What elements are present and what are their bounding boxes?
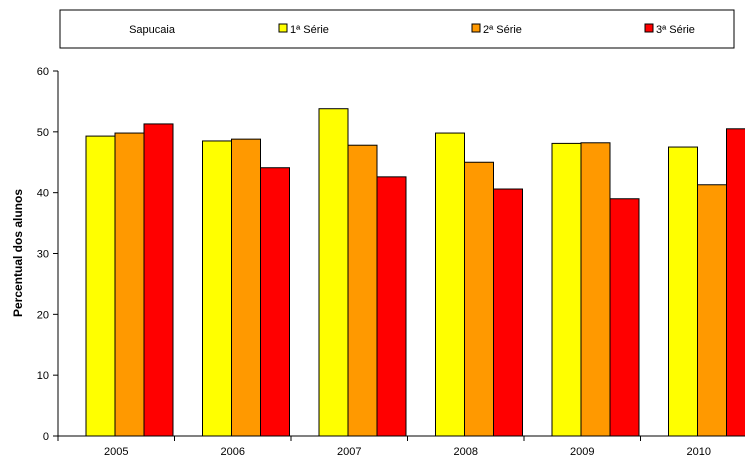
- x-tick-label: 2010: [687, 446, 711, 458]
- y-tick-label: 30: [37, 249, 49, 261]
- bar-2007-series-3: [376, 176, 407, 437]
- x-tick-label: 2005: [104, 446, 128, 458]
- legend-label: 1ª Série: [290, 24, 329, 36]
- legend-swatch: [644, 23, 654, 33]
- y-tick-label: 10: [37, 370, 49, 382]
- y-tick-label: 0: [43, 431, 49, 443]
- bar-2008-series-3: [493, 188, 523, 437]
- bar-2006-series-3: [260, 167, 290, 437]
- legend-frame: [59, 9, 735, 49]
- bar-2008-series-2: [464, 161, 494, 437]
- legend-swatch: [278, 23, 288, 33]
- bar-2010-series-2: [697, 184, 727, 437]
- y-tick-label: 50: [37, 127, 49, 139]
- x-tick-label: 2009: [570, 446, 594, 458]
- x-tick-label: 2006: [221, 446, 245, 458]
- bar-2009-series-1: [551, 142, 582, 437]
- y-tick-label: 60: [37, 66, 49, 78]
- x-tick-label: 2007: [337, 446, 361, 458]
- bar-2006-series-2: [231, 138, 261, 437]
- x-tick-label: 2008: [454, 446, 478, 458]
- y-tick-label: 20: [37, 309, 49, 321]
- bar-2006-series-1: [202, 140, 232, 437]
- legend-label: 3ª Série: [656, 24, 695, 36]
- bar-2010-series-3: [726, 128, 745, 437]
- y-axis-label: Percentual dos alunos: [11, 189, 25, 317]
- bar-2005-series-3: [143, 123, 174, 437]
- bar-2005-series-1: [85, 135, 116, 437]
- bar-2010-series-1: [668, 146, 698, 437]
- legend-swatch: [471, 23, 481, 33]
- bar-2005-series-2: [114, 132, 145, 437]
- legend: Sapucaia 1ª Série 2ª Série 3ª Série: [59, 9, 735, 49]
- bar-2007-series-2: [347, 144, 378, 437]
- legend-title: Sapucaia: [129, 24, 176, 36]
- bar-2008-series-1: [435, 132, 465, 437]
- bar-2009-series-3: [609, 198, 640, 437]
- legend-label: 2ª Série: [483, 24, 522, 36]
- y-tick-label: 40: [37, 188, 49, 200]
- bar-2009-series-2: [580, 142, 611, 437]
- bar-2007-series-1: [318, 108, 349, 437]
